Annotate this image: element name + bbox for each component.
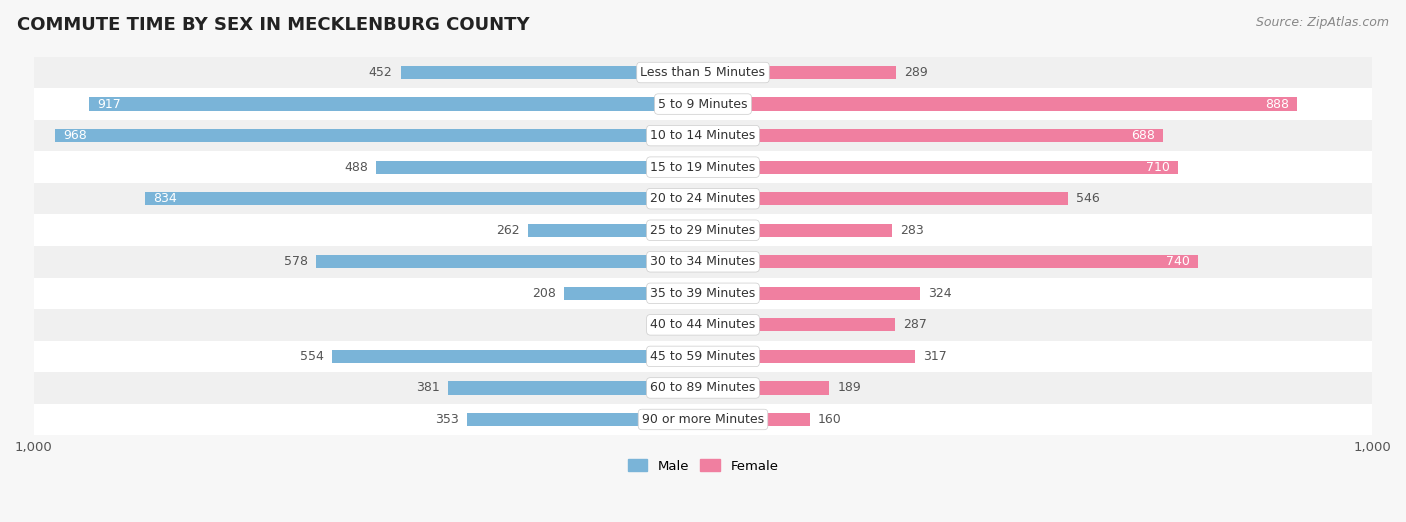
Text: 160: 160 [818,413,842,426]
Bar [34,88,1372,120]
Text: 10 to 14 Minutes: 10 to 14 Minutes [651,129,755,142]
Bar [703,255,1198,268]
Text: 45 to 59 Minutes: 45 to 59 Minutes [651,350,755,363]
Bar [34,246,1372,278]
Bar [703,192,1069,205]
Text: 353: 353 [434,413,458,426]
Text: 740: 740 [1166,255,1189,268]
Text: 888: 888 [1265,98,1289,111]
Text: 15 to 19 Minutes: 15 to 19 Minutes [651,161,755,174]
Text: 189: 189 [838,382,862,395]
Bar [671,318,703,331]
Text: 289: 289 [904,66,928,79]
Bar [703,287,920,300]
Bar [316,255,703,268]
Bar [34,341,1372,372]
Text: 452: 452 [368,66,392,79]
Bar [703,318,896,331]
Bar [34,215,1372,246]
Text: 968: 968 [63,129,87,142]
Text: 317: 317 [924,350,946,363]
Text: 917: 917 [97,98,121,111]
Text: 20 to 24 Minutes: 20 to 24 Minutes [651,192,755,205]
Text: 283: 283 [900,224,924,237]
Text: 287: 287 [903,318,927,331]
Text: 30 to 34 Minutes: 30 to 34 Minutes [651,255,755,268]
Bar [527,223,703,237]
Bar [332,350,703,363]
Text: 381: 381 [416,382,440,395]
Text: Source: ZipAtlas.com: Source: ZipAtlas.com [1256,16,1389,29]
Bar [564,287,703,300]
Bar [401,66,703,79]
Text: 488: 488 [344,161,368,174]
Bar [34,404,1372,435]
Bar [145,192,703,205]
Text: 710: 710 [1146,161,1170,174]
Text: 834: 834 [153,192,177,205]
Text: 40 to 44 Minutes: 40 to 44 Minutes [651,318,755,331]
Bar [34,120,1372,151]
Bar [703,66,897,79]
Text: Less than 5 Minutes: Less than 5 Minutes [641,66,765,79]
Text: COMMUTE TIME BY SEX IN MECKLENBURG COUNTY: COMMUTE TIME BY SEX IN MECKLENBURG COUNT… [17,16,530,33]
Text: 48: 48 [647,318,662,331]
Bar [34,309,1372,341]
Text: 546: 546 [1077,192,1099,205]
Text: 554: 554 [301,350,325,363]
Text: 25 to 29 Minutes: 25 to 29 Minutes [651,224,755,237]
Text: 324: 324 [928,287,952,300]
Text: 262: 262 [496,224,520,237]
Bar [703,98,1298,111]
Bar [55,129,703,142]
Text: 90 or more Minutes: 90 or more Minutes [643,413,763,426]
Text: 35 to 39 Minutes: 35 to 39 Minutes [651,287,755,300]
Text: 60 to 89 Minutes: 60 to 89 Minutes [651,382,755,395]
Text: 578: 578 [284,255,308,268]
Bar [34,278,1372,309]
Bar [703,350,915,363]
Bar [34,372,1372,404]
Bar [34,183,1372,215]
Bar [34,151,1372,183]
Bar [377,161,703,174]
Bar [90,98,703,111]
Text: 208: 208 [531,287,555,300]
Bar [703,381,830,395]
Bar [467,413,703,426]
Bar [703,129,1163,142]
Bar [703,413,810,426]
Bar [703,161,1178,174]
Bar [703,223,893,237]
Text: 688: 688 [1132,129,1156,142]
Text: 5 to 9 Minutes: 5 to 9 Minutes [658,98,748,111]
Bar [34,57,1372,88]
Bar [449,381,703,395]
Legend: Male, Female: Male, Female [623,454,783,478]
